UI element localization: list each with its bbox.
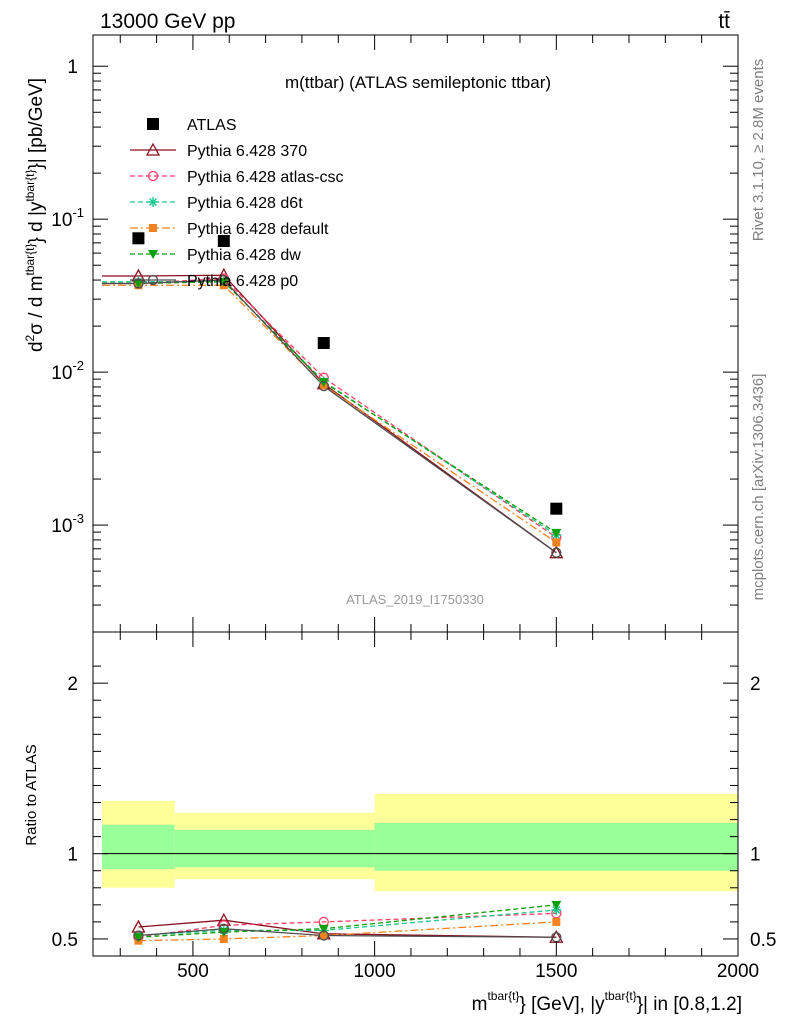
process-label: tt̄: [718, 10, 730, 33]
ratio-plot-frame: [92, 631, 739, 957]
main-y-tick-label: 1: [67, 57, 78, 78]
main-point-ATLAS: [132, 232, 145, 245]
ratio-y-tick-label-right: 1: [750, 845, 761, 866]
legend-label-ATLAS: ATLAS: [187, 117, 237, 134]
legend-label-d6t: Pythia 6.428 d6t: [187, 195, 303, 212]
legend-label-default: Pythia 6.428 default: [187, 221, 329, 238]
ratio-point-dw: [133, 933, 144, 943]
ratio-y-tick-label-right: 0.5: [750, 930, 776, 951]
legend: ATLAS Pythia 6.428 370 Pythia 6.428 atlas-…: [130, 117, 344, 290]
ratio-x-tick-label: 1500: [535, 961, 577, 982]
ratio-point-default: [319, 931, 328, 940]
main-series-lines: [102, 274, 557, 554]
main-point-dw: [551, 528, 562, 538]
ratio-x-tick-label: 1000: [353, 961, 395, 982]
main-line-atlas-csc: [102, 277, 557, 539]
ratio-x-tick-label: 500: [177, 961, 209, 982]
main-point-p0: [218, 274, 229, 286]
ratio-x-tick-labels: 500 1000 1500 2000: [177, 961, 759, 982]
ratio-y-tick-label-left: 0.5: [52, 930, 78, 951]
legend-label-370: Pythia 6.428 370: [187, 143, 307, 160]
ratio-y-tick-label-left: 1: [67, 845, 78, 866]
legend-label-p0: Pythia 6.428 p0: [187, 273, 298, 290]
ratio-line-dw: [138, 904, 557, 938]
x-axis-label: mtbar{t}} [GeV], |ytbar{t}}| in [0.8,1.2…: [472, 989, 742, 1015]
main-point-dw: [133, 279, 144, 289]
ratio-line-p0: [138, 928, 557, 938]
main-y-tick-label: 10-1: [51, 205, 84, 231]
ratio-point-dw: [551, 900, 562, 910]
rivet-version-label: Rivet 3.1.10, ≥ 2.8M events: [750, 59, 767, 242]
mcplots-label: mcplots.cern.ch [arXiv:1306.3436]: [750, 374, 767, 601]
collision-energy-label: 13000 GeV pp: [100, 10, 235, 33]
ratio-point-dw: [318, 924, 329, 934]
main-panel: 1 10-1 10-2 10-3 m(ttbar) (ATLAS semilepton…: [23, 34, 739, 633]
main-point-ATLAS: [550, 502, 563, 515]
ratio-point-d6t-stroke: [552, 905, 561, 914]
main-line-default: [102, 284, 557, 543]
ratio-y-tick-label-left: 2: [67, 674, 78, 695]
ratio-y-axis-label: Ratio to ATLAS: [23, 744, 40, 845]
ratio-axis-ticks: [93, 632, 739, 956]
ratio-line-atlas-csc: [138, 912, 557, 938]
legend-label-atlas-csc: Pythia 6.428 atlas-csc: [187, 169, 344, 186]
main-y-tick-label: 10-3: [51, 511, 84, 537]
main-point-dw: [318, 378, 329, 388]
ratio-point-default: [219, 934, 228, 943]
legend-marker-default: [149, 224, 157, 232]
main-y-tick-labels: 1 10-1 10-2 10-3: [51, 57, 84, 537]
ratio-point-p0: [218, 923, 229, 934]
main-panel-title: m(ttbar) (ATLAS semileptonic ttbar): [285, 73, 551, 92]
ratio-series-lines: [138, 904, 557, 942]
svg-text:d2σ / d mtbar{t}} d |ytbar{t}: d2σ / d mtbar{t}} d |ytbar{t}}| [pb/GeV]: [23, 78, 47, 352]
main-line-dw: [102, 281, 557, 534]
main-point-default: [552, 538, 561, 547]
ratio-series-markers: [131, 900, 564, 945]
main-point-dw: [218, 277, 229, 287]
ratio-band-inner: [174, 829, 375, 868]
ratio-line-370: [138, 919, 557, 938]
legend-marker-d6t: [148, 197, 158, 207]
legend-marker-d6t-stroke: [149, 198, 157, 206]
ratio-point-370: [216, 912, 231, 926]
ratio-line-default: [138, 921, 557, 942]
ratio-uncertainty-bands: [102, 794, 738, 892]
main-line-d6t: [102, 281, 557, 536]
legend-marker-370: [145, 142, 161, 156]
ratio-point-default: [552, 917, 561, 926]
ratio-line-d6t: [138, 909, 557, 937]
ratio-point-p0: [318, 930, 329, 941]
main-series-markers: [131, 232, 564, 559]
analysis-watermark: ATLAS_2019_I1750330: [346, 592, 484, 607]
ratio-band-inner: [102, 824, 175, 870]
ratio-y-tick-labels: 0.5 0.5 1 1 2 2: [52, 674, 777, 951]
main-line-370: [102, 274, 557, 554]
main-point-p0: [551, 547, 562, 558]
legend-marker-atlas-csc: [147, 170, 159, 182]
ratio-band-inner: [374, 822, 738, 871]
main-point-ATLAS: [317, 337, 330, 350]
legend-marker-p0: [147, 274, 159, 286]
legend-marker-ATLAS: [147, 118, 159, 130]
main-y-tick-label: 10-2: [51, 358, 84, 384]
main-line-p0: [102, 279, 557, 554]
ratio-x-tick-label: 2000: [717, 961, 759, 982]
legend-label-dw: Pythia 6.428 dw: [187, 247, 301, 264]
main-point-p0: [133, 278, 144, 289]
main-point-ATLAS: [217, 234, 230, 247]
svg-text:mtbar{t}} [GeV], |ytbar{t}}| i: mtbar{t}} [GeV], |ytbar{t}}| in [0.8,1.2…: [472, 989, 742, 1015]
main-point-p0: [318, 380, 329, 392]
main-axis-ticks: [93, 35, 739, 633]
ratio-panel: 0.5 0.5 1 1 2 2 500 1000 1500 2000 Ratio to ATLA…: [23, 631, 777, 1015]
ratio-point-p0: [133, 930, 144, 941]
ratio-y-tick-label-right: 2: [750, 674, 761, 695]
main-y-axis-label: d2σ / d mtbar{t}} d |ytbar{t}}| [pb/GeV]: [23, 78, 47, 352]
legend-marker-dw: [148, 250, 158, 259]
